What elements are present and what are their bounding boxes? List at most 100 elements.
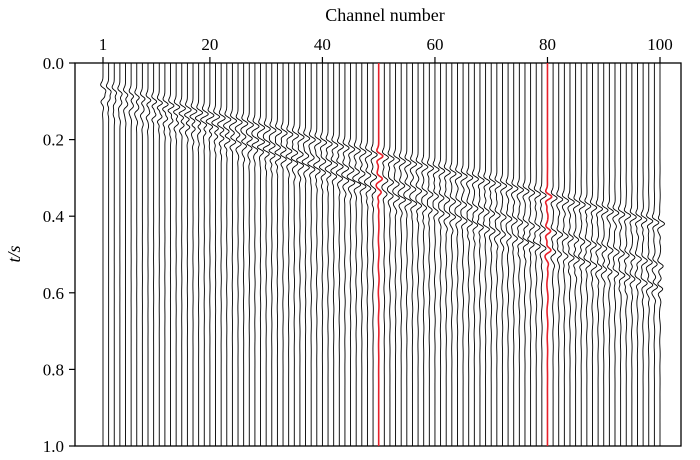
trace-49 [369,63,378,446]
trace-26 [240,63,249,446]
trace-36 [296,63,305,446]
trace-15 [178,63,186,446]
trace-65 [460,63,468,446]
trace-43 [335,63,344,446]
trace-28 [251,63,260,446]
y-tick-label: 0.6 [43,284,64,303]
trace-18 [194,63,204,446]
trace-27 [245,63,254,446]
trace-69 [482,63,491,446]
trace-82 [556,63,564,446]
trace-62 [443,63,451,446]
trace-13 [167,63,175,446]
trace-22 [217,63,226,446]
trace-81 [550,63,558,446]
trace-7 [134,63,140,446]
trace-29 [256,63,266,446]
trace-74 [511,63,519,446]
trace-5 [123,63,129,446]
x-axis-label: Channel number [325,5,444,25]
trace-78 [532,63,541,446]
trace-91 [606,63,614,446]
trace-12 [162,63,169,446]
trace-54 [397,63,407,446]
trace-58 [421,63,429,446]
trace-97 [640,63,648,446]
trace-89 [595,63,603,446]
trace-38 [307,63,316,446]
trace-75 [516,63,524,446]
trace-23 [223,63,232,446]
trace-40 [318,63,328,446]
trace-19 [200,63,209,446]
trace-96 [634,63,643,446]
trace-31 [268,63,277,446]
trace-14 [173,63,181,446]
trace-41 [324,63,333,446]
y-axis-ticks: 0.0 0.2 0.4 0.6 0.8 1.0 [43,54,75,456]
highlighted-trace-80 [544,63,553,446]
trace-77 [527,63,536,446]
trace-85 [573,63,581,446]
x-tick-label: 1 [99,35,108,54]
trace-21 [211,63,221,446]
x-axis-ticks: 1 20 40 60 80 100 [99,35,673,63]
y-axis-label: t/s [4,245,24,262]
trace-39 [313,63,322,446]
trace-64 [454,63,463,446]
trace-34 [285,63,294,446]
trace-92 [612,63,620,446]
trace-84 [567,63,575,446]
x-tick-label: 60 [426,35,443,54]
trace-51 [381,63,389,446]
trace-48 [364,63,372,446]
x-tick-label: 40 [314,35,331,54]
trace-42 [330,63,339,446]
trace-86 [578,63,586,446]
trace-4 [117,63,123,446]
trace-33 [280,63,288,446]
trace-group [100,63,666,446]
trace-88 [589,63,598,446]
trace-99 [651,63,660,446]
trace-2 [105,63,112,446]
trace-68 [476,63,485,446]
y-tick-label: 1.0 [43,437,64,456]
trace-76 [522,63,530,446]
y-tick-label: 0.2 [43,131,64,150]
trace-95 [629,63,637,446]
trace-16 [184,63,192,446]
trace-10 [151,63,158,446]
trace-87 [583,63,592,446]
trace-66 [466,63,474,446]
trace-70 [488,63,496,446]
trace-73 [505,63,513,446]
trace-55 [403,63,412,446]
trace-61 [438,63,446,446]
trace-56 [409,63,418,446]
trace-6 [128,63,135,446]
trace-79 [539,63,547,446]
trace-30 [262,63,271,446]
x-tick-label: 100 [647,35,673,54]
trace-20 [205,63,215,446]
trace-25 [234,63,243,446]
trace-47 [358,63,367,446]
trace-32 [274,63,283,446]
trace-53 [392,63,401,446]
trace-72 [499,63,507,446]
trace-100 [657,63,666,446]
trace-94 [623,63,632,446]
x-tick-label: 20 [201,35,218,54]
trace-3 [111,63,118,446]
highlighted-trace-50 [375,63,384,446]
trace-44 [341,63,350,446]
trace-71 [494,63,502,446]
trace-46 [352,63,362,446]
trace-35 [290,63,299,446]
trace-9 [145,63,152,446]
trace-52 [386,63,395,446]
y-tick-label: 0.0 [43,54,64,73]
x-tick-label: 80 [539,35,556,54]
